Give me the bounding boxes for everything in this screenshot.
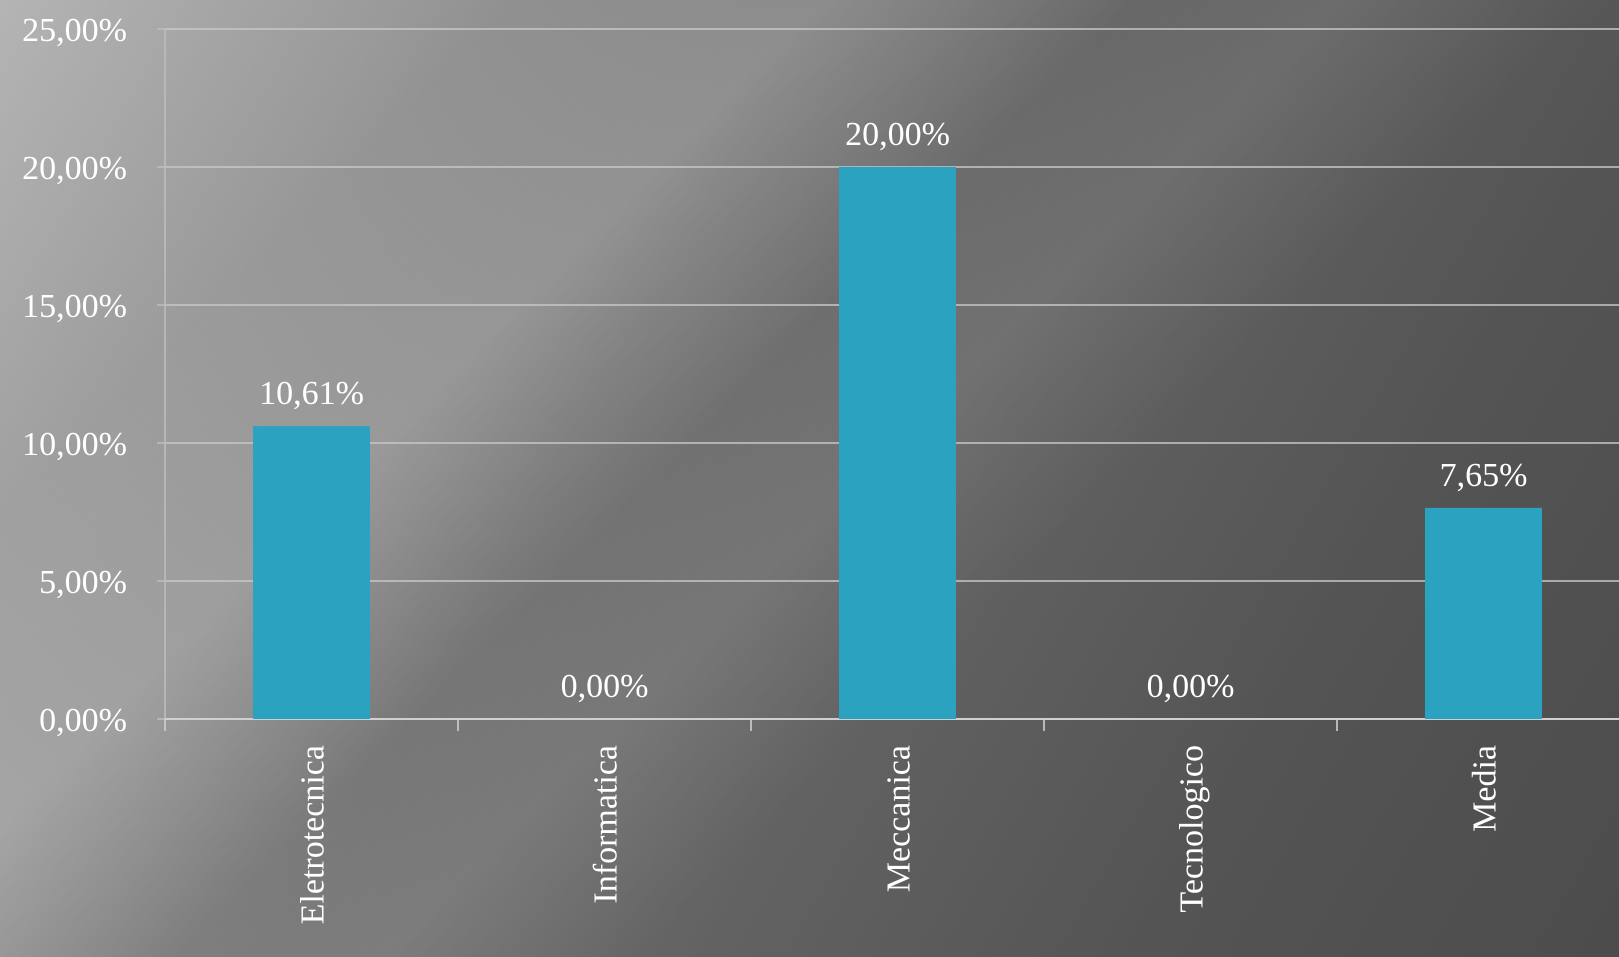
data-label: 10,61% [259, 375, 364, 412]
bar-meccanica [839, 167, 956, 719]
y-tick-label: 25,00% [22, 12, 127, 49]
data-label: 0,00% [561, 668, 649, 705]
bars [253, 167, 1542, 719]
y-tick-label: 15,00% [22, 288, 127, 325]
x-category-label: Meccanica [881, 745, 918, 892]
y-tick-label: 0,00% [39, 702, 127, 739]
data-label: 7,65% [1440, 457, 1528, 494]
x-category-label: Eletrotecnica [295, 745, 332, 924]
data-labels: 10,61% 0,00% 20,00% 0,00% 7,65% [259, 116, 1527, 705]
data-label: 20,00% [845, 116, 950, 153]
x-category-label: Tecnologico [1174, 745, 1211, 913]
bar-eletrotecnica [253, 426, 370, 719]
bar-media [1425, 507, 1542, 719]
y-tick-label: 10,00% [22, 426, 127, 463]
y-tick-label: 20,00% [22, 150, 127, 187]
data-label: 0,00% [1147, 668, 1235, 705]
y-tick-label: 5,00% [39, 564, 127, 601]
y-tick-labels: 0,00% 5,00% 10,00% 15,00% 20,00% 25,00% [22, 12, 127, 739]
x-category-labels: Eletrotecnica Informatica Meccanica Tecnolo… [295, 745, 1504, 924]
x-category-label: Media [1467, 745, 1504, 832]
x-category-label: Informatica [588, 745, 625, 904]
